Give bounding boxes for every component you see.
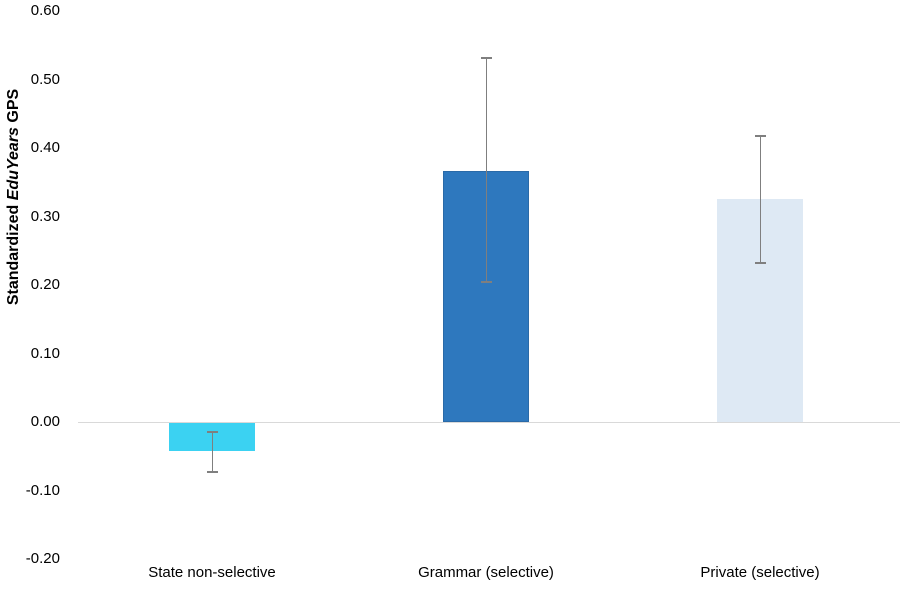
error-bar-cap-bottom-state-non-selective [206, 471, 218, 473]
x-category-label-private-selective: Private (selective) [700, 564, 820, 581]
x-category-label-state-non-selective: State non-selective [148, 564, 276, 581]
error-bar-cap-top-grammar-selective [480, 56, 492, 59]
error-bar-cap-top-state-non-selective [206, 430, 218, 433]
y-axis-title-suffix: GPS [5, 88, 22, 128]
y-tick-label-0.40: 0.40 [30, 139, 60, 156]
y-tick-label-0.20: 0.20 [30, 276, 60, 293]
y-tick-label-0.30: 0.30 [30, 207, 60, 225]
error-bar-cap-bottom-grammar-selective [480, 280, 492, 283]
error-bar-line-state-non-selective [211, 431, 213, 472]
error-bar-cap-top-private-selective [754, 134, 766, 137]
y-tick-label-0.10: 0.10 [30, 344, 60, 362]
error-bar-line-private-selective [759, 135, 761, 264]
x-axis-zero-line [78, 422, 900, 423]
y-tick-label--0.10: -0.10 [25, 481, 60, 499]
y-tick-label-0.60: 0.60 [30, 2, 60, 19]
y-tick-label-0.50: 0.50 [30, 70, 60, 88]
y-tick-label-0.00: 0.00 [30, 413, 60, 430]
y-tick-label--0.20: -0.20 [25, 550, 60, 567]
bar-grammar-selective [443, 170, 529, 422]
error-bar-cap-bottom-private-selective [754, 262, 766, 265]
error-bar-line-grammar-selective [485, 57, 487, 282]
x-category-label-grammar-selective: Grammar (selective) [418, 564, 554, 581]
